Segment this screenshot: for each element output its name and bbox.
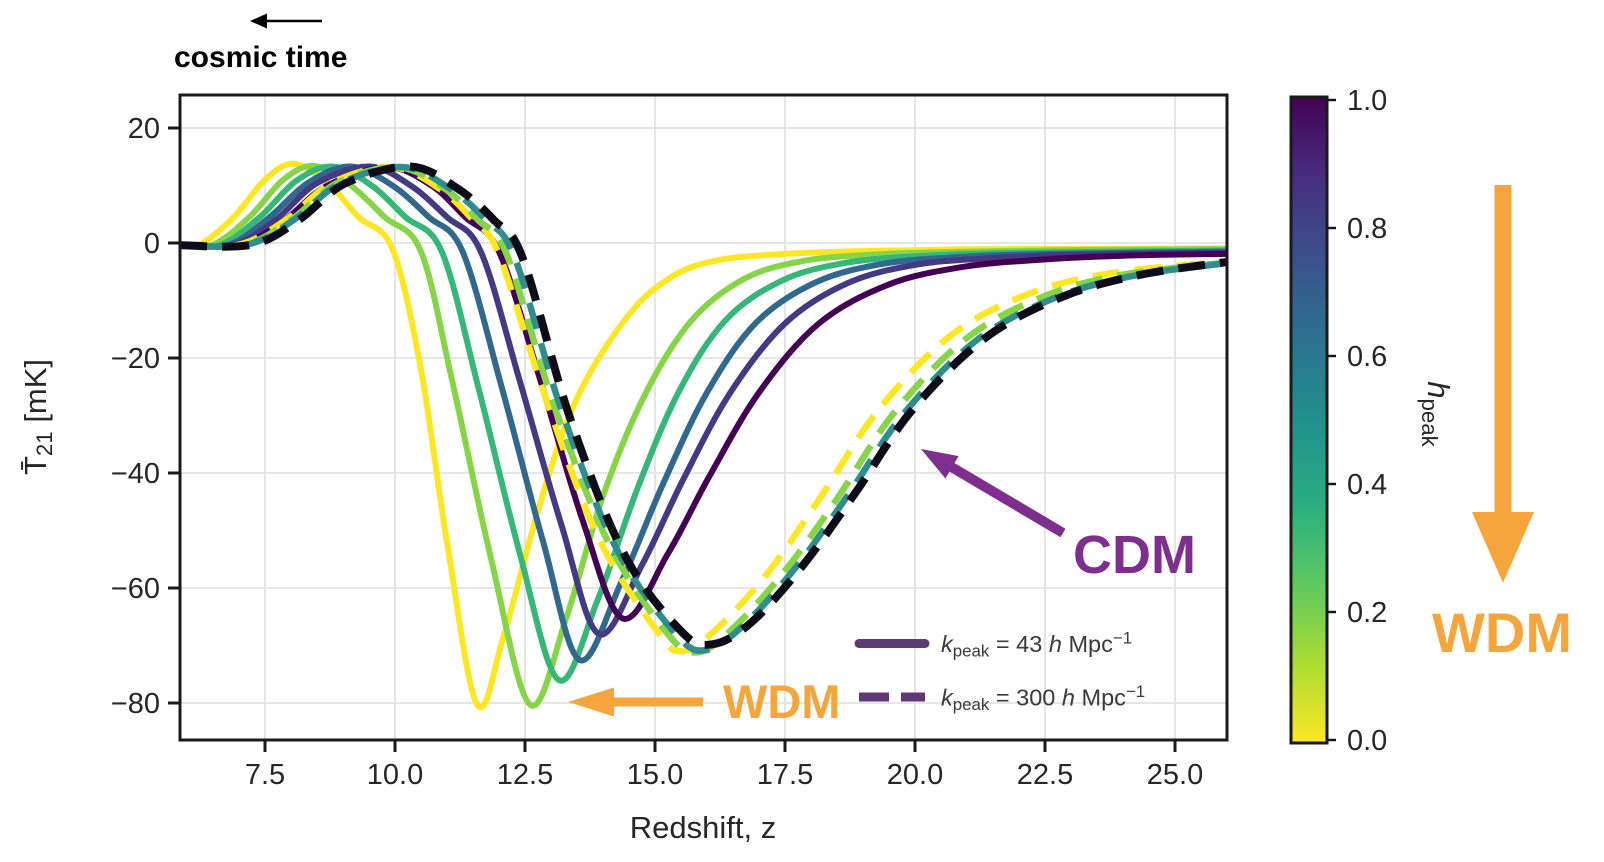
curves xyxy=(180,160,1227,711)
cosmic-time-annotation: cosmic time xyxy=(174,13,347,74)
x-tick-label: 25.0 xyxy=(1147,759,1203,791)
math-fragment: [mK] xyxy=(18,359,53,431)
curve-solid-k43 xyxy=(180,163,1227,638)
math-fragment: peak xyxy=(1417,398,1442,447)
colorbar-ticks: 1.0 0.8 0.6 0.4 0.2 0.0 xyxy=(1327,85,1387,757)
colorbar-tick-label: 0.8 xyxy=(1347,213,1387,245)
x-tick-label: 15.0 xyxy=(627,759,683,791)
cdm-label: CDM xyxy=(1073,525,1196,585)
axes-spines xyxy=(178,93,1229,742)
x-tick-label: 20.0 xyxy=(887,759,943,791)
y-tick-label: −80 xyxy=(111,688,160,720)
colorbar: 1.0 0.8 0.6 0.4 0.2 0.0 hpeak xyxy=(1289,85,1456,757)
math-fragment: k xyxy=(941,631,954,657)
y-axis-label: T̄21 [mK] xyxy=(18,359,57,475)
wdm-side-label: WDM xyxy=(1432,601,1572,664)
math-fragment: peak xyxy=(953,695,990,714)
math-fragment: Mpc xyxy=(1075,685,1126,711)
curve-solid-k43 xyxy=(180,163,1227,664)
legend-solid-label: kpeak = 43 h Mpc−1 xyxy=(941,629,1132,661)
wdm-inplot-label: WDM xyxy=(723,675,840,728)
x-tick-label: 12.5 xyxy=(497,759,553,791)
grid-lines xyxy=(180,95,1227,740)
y-tick-label: −20 xyxy=(111,343,160,375)
wdm-side-annotation: WDM xyxy=(1432,185,1572,664)
colorbar-tick-label: 0.4 xyxy=(1347,469,1387,501)
x-tick-label: 7.5 xyxy=(245,759,285,791)
curve-solid-k43 xyxy=(180,163,1227,684)
colorbar-tick-label: 1.0 xyxy=(1347,85,1387,117)
curve-solid-k43 xyxy=(180,160,1227,711)
x-tick-label: 10.0 xyxy=(367,759,423,791)
x-axis-label: Redshift, z xyxy=(630,810,776,845)
legend: kpeak = 43 h Mpc−1 kpeak = 300 h Mpc−1 xyxy=(854,629,1145,714)
curve-dashed-k300 xyxy=(180,163,1227,656)
curve-dashed-k300 xyxy=(180,163,1227,655)
cosmic-time-label: cosmic time xyxy=(174,41,347,74)
colorbar-label: hpeak xyxy=(1417,381,1456,447)
x-tick-label: 17.5 xyxy=(757,759,813,791)
math-fragment: Mpc xyxy=(1062,631,1113,657)
curve-solid-k43 xyxy=(180,162,1227,709)
cdm-annotation: CDM xyxy=(921,449,1196,585)
axis-ticks: 7.5 10.0 12.5 15.0 17.5 20.0 22.5 25.0 20 0 −20 −40… xyxy=(111,113,1203,791)
wdm-inplot-annotation: WDM xyxy=(568,675,840,728)
cosmic-time-arrowhead-icon xyxy=(250,13,267,29)
math-fragment: = 43 xyxy=(989,631,1048,657)
colorbar-tick-label: 0.2 xyxy=(1347,597,1387,629)
curve-dashed-k300 xyxy=(180,163,1227,654)
wdm-inplot-arrow-icon xyxy=(568,687,703,717)
y-tick-label: 20 xyxy=(128,113,160,145)
y-tick-label: −40 xyxy=(111,458,160,490)
math-fragment: −1 xyxy=(1126,682,1145,701)
math-fragment: peak xyxy=(953,642,990,661)
curve-CDM xyxy=(180,162,1227,650)
wdm-side-arrow-icon xyxy=(1472,185,1534,583)
x-tick-label: 22.5 xyxy=(1017,759,1073,791)
math-fragment: 21 xyxy=(32,431,57,456)
y-tick-label: 0 xyxy=(144,228,160,260)
math-fragment: h xyxy=(1421,381,1456,398)
colorbar-tick-label: 0.6 xyxy=(1347,341,1387,373)
legend-dashed-label: kpeak = 300 h Mpc−1 xyxy=(941,682,1145,714)
y-tick-label: −60 xyxy=(111,573,160,605)
math-fragment: k xyxy=(941,685,954,711)
math-fragment: h xyxy=(1062,685,1075,711)
math-fragment: h xyxy=(1049,631,1062,657)
colorbar-bar xyxy=(1289,95,1329,745)
colorbar-tick-label: 0.0 xyxy=(1347,725,1387,757)
cdm-arrow-icon xyxy=(921,449,1066,538)
math-fragment: = 300 xyxy=(989,685,1062,711)
math-fragment: −1 xyxy=(1113,629,1132,648)
math-fragment: T̄ xyxy=(18,456,53,475)
